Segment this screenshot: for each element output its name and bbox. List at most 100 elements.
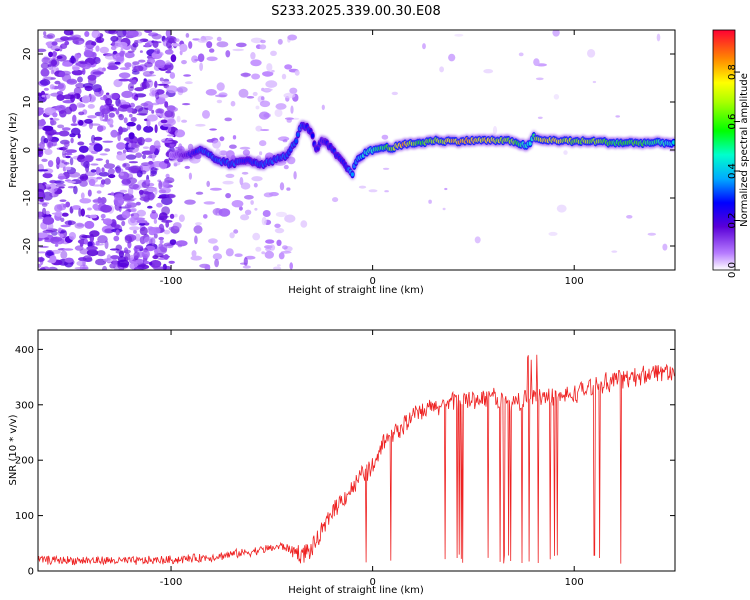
spectrogram-noise-blob (75, 82, 85, 89)
spectrogram-noise-blob (60, 224, 71, 228)
spectrogram-noise-blob (151, 210, 156, 214)
spectrogram-noise-blob (116, 152, 127, 161)
spectrogram-noise-blob (152, 152, 155, 162)
spectrogram-noise-blob (123, 247, 129, 254)
spectrogram-noise-blob (219, 150, 228, 156)
spectrogram-noise-blob (128, 161, 139, 164)
x-tick-label: -100 (160, 276, 183, 287)
spectrogram-noise-blob (81, 235, 93, 239)
spectrogram-noise-blob (99, 153, 108, 156)
spectrogram-noise-blob (126, 107, 133, 114)
spectrogram-noise-blob (98, 171, 110, 177)
spectrogram-noise-blob (184, 81, 193, 85)
spectrogram-noise-blob (251, 73, 261, 80)
spectrogram-noise-blob (185, 33, 190, 38)
spectrogram-ridge (168, 120, 675, 180)
spectrogram-noise-blob (321, 104, 325, 111)
spectrogram-noise-blob (87, 207, 92, 211)
spectrogram-noise-blob (96, 190, 102, 194)
spectrogram-noise-blob (50, 69, 55, 75)
spectrogram-noise-blob (263, 88, 273, 92)
spectrogram-noise-blob (54, 243, 59, 247)
spectrogram-noise-blob (64, 152, 72, 155)
colorbar-frame (712, 29, 736, 271)
spectrogram-noise-blob (107, 118, 114, 126)
y-tick-label: 400 (15, 345, 34, 356)
spectrogram-noise-blob (181, 119, 188, 123)
spectrogram-noise-blob (95, 158, 103, 161)
spectrogram-noise-blob (117, 132, 121, 142)
spectrogram-noise-blob (212, 140, 221, 149)
spectrogram-noise-blob (90, 169, 97, 173)
spectrogram-y-ticks: -20 -10 0 10 20 (22, 48, 675, 254)
spectrogram-noise-blob (261, 216, 267, 226)
spectrogram-noise-blob (194, 235, 198, 245)
spectrogram-noise-blob (206, 41, 213, 49)
spectrogram-noise-blob (108, 174, 116, 179)
colorbar-label: Normalized spectral amplitude (739, 73, 750, 227)
spectrogram-noise-blob (274, 223, 281, 228)
ridge-core (311, 133, 315, 138)
spectrogram-noise-blob (91, 184, 103, 187)
spectrogram-noise-blob (275, 211, 287, 218)
spectrogram-noise-blob (84, 155, 94, 163)
spectrogram-noise-blob (216, 99, 223, 104)
spectrogram-noise-blob (270, 50, 277, 56)
spectrogram-noise-blob (140, 81, 150, 90)
spectrogram-noise-blob (76, 102, 84, 108)
spectrogram-noise-blob (252, 91, 258, 97)
spectrogram-noise-blob (38, 192, 45, 199)
spectrogram-noise-blob (175, 240, 188, 247)
spectrogram-noise-blob (84, 44, 95, 49)
spectrogram-noise-blob (164, 110, 174, 118)
spectrogram-noise-blob (151, 226, 161, 234)
spectrogram-noise-blob (151, 161, 164, 168)
spectrogram-noise-blob (255, 105, 260, 110)
spectrogram-noise-blob (260, 39, 266, 44)
spectrogram-noise-blob (74, 266, 87, 270)
spectrogram-noise-blob (47, 160, 54, 168)
spectrogram-noise-blob (275, 103, 287, 110)
spectrogram-noise-blob (118, 78, 131, 82)
x-tick-label: 0 (369, 577, 375, 588)
spectrogram-noise-blob (250, 200, 254, 205)
spectrogram-noise-blob (74, 222, 85, 229)
spectrogram-noise-blob (64, 257, 74, 263)
spectrogram-noise-blob (96, 176, 103, 180)
spectrogram-noise-blob (157, 196, 166, 199)
spectrogram-noise-blob (252, 232, 261, 241)
spectrogram-noise-blob (90, 163, 99, 166)
spectrogram-noise-blob (79, 198, 92, 204)
spectrogram-noise-blob (41, 94, 46, 98)
spectrogram-noise-blob (110, 92, 119, 100)
spectrogram-noise-blob (615, 115, 620, 118)
spectrogram-noise-blob (492, 126, 498, 135)
spectrogram-noise-blob (199, 62, 204, 71)
spectrogram-noise-blob (149, 87, 158, 94)
spectrogram-noise-blob (131, 79, 137, 85)
spectrogram-noise-blob (126, 147, 135, 150)
spectrogram-noise-blob (368, 189, 378, 193)
spectrogram-noise-blob (116, 142, 126, 150)
spectrogram-noise-blob (113, 235, 120, 242)
spectrogram-noise-blob (126, 121, 136, 127)
spectrogram-noise-blob (246, 96, 255, 99)
spectrogram-noise-blob (281, 73, 287, 80)
y-tick-label: 0 (22, 147, 33, 153)
ridge-core (294, 138, 298, 144)
spectrogram-noise-blob (165, 193, 176, 199)
spectrogram-noise-blob (144, 222, 150, 226)
spectrogram-noise-blob (121, 220, 126, 227)
spectrogram-noise-blob (42, 207, 47, 216)
spectrogram-noise-blob (195, 123, 206, 127)
snr-frame (37, 329, 676, 572)
spectrogram-noise-blob (553, 94, 560, 100)
spectrogram-noise-blob (262, 71, 274, 77)
spectrogram-noise-blob (110, 255, 120, 260)
spectrogram-noise-blob (42, 172, 53, 179)
spectrogram-noise-blob (38, 257, 45, 262)
spectrogram-noise-blob (148, 104, 153, 112)
spectrogram-noise-blob (184, 199, 196, 205)
spectrogram-noise-blob (121, 210, 131, 219)
spectrogram-noise-blob (165, 70, 172, 74)
